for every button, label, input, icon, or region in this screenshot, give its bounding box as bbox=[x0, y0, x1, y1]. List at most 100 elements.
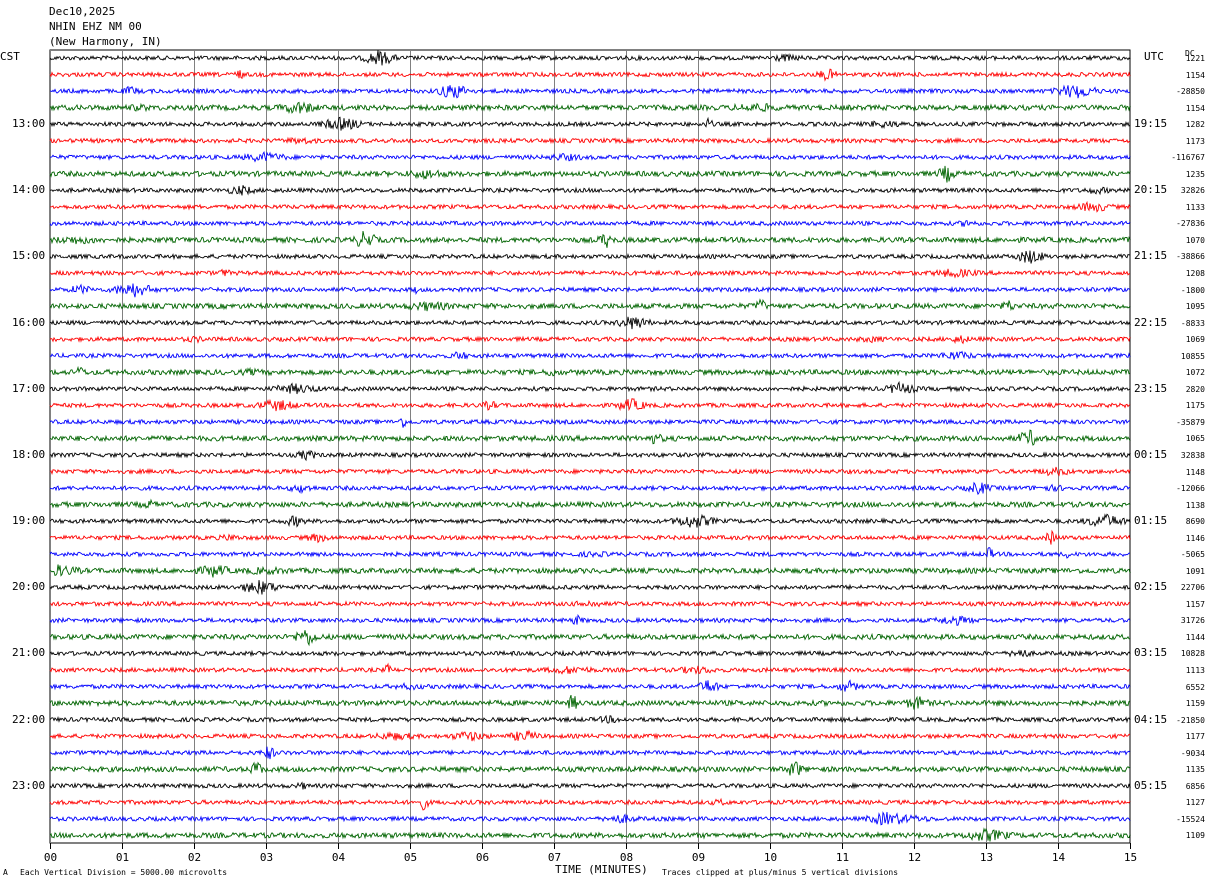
trace-38 bbox=[49, 662, 1131, 675]
x-tick-label-06: 06 bbox=[476, 851, 489, 864]
x-tick-label-09: 09 bbox=[692, 851, 705, 864]
dc-offset-label: 1173 bbox=[1185, 136, 1205, 146]
trace-21 bbox=[49, 380, 1131, 395]
left-hour-label: 15:00 bbox=[12, 249, 46, 263]
trace-3 bbox=[50, 84, 1131, 99]
trace-8 bbox=[49, 165, 1131, 183]
dc-offset-label: 1095 bbox=[1185, 302, 1205, 312]
corner-mark: A bbox=[3, 868, 8, 877]
dc-offset-label: 1133 bbox=[1185, 202, 1205, 212]
dc-offset-label: 1157 bbox=[1185, 599, 1205, 609]
trace-22 bbox=[49, 398, 1131, 412]
trace-2 bbox=[49, 68, 1131, 82]
dc-offset-label: 1177 bbox=[1185, 732, 1205, 742]
right-hour-label: 00:15 bbox=[1134, 447, 1168, 461]
dc-offset-label: 1235 bbox=[1185, 169, 1205, 179]
x-tick-label-10: 10 bbox=[764, 851, 777, 864]
right-hour-label: 03:15 bbox=[1134, 646, 1168, 660]
trace-18 bbox=[49, 335, 1131, 345]
trace-42 bbox=[49, 729, 1131, 742]
chart-location: (New Harmony, IN) bbox=[49, 35, 162, 48]
right-hour-label: 19:15 bbox=[1134, 117, 1168, 131]
right-hour-label: 21:15 bbox=[1134, 249, 1168, 263]
left-hour-label: 17:00 bbox=[12, 381, 46, 395]
left-hour-label: 21:00 bbox=[12, 646, 46, 660]
left-hour-label: 13:00 bbox=[12, 117, 46, 131]
dc-offset-label: 1072 bbox=[1185, 368, 1205, 378]
left-hour-label: 16:00 bbox=[12, 315, 46, 329]
dc-offset-header: DC bbox=[1185, 49, 1195, 58]
x-tick-label-14: 14 bbox=[1052, 851, 1066, 864]
trace-29 bbox=[49, 513, 1131, 528]
clip-note: Traces clipped at plus/minus 5 vertical … bbox=[662, 868, 899, 877]
trace-39 bbox=[49, 679, 1131, 692]
trace-13 bbox=[49, 250, 1131, 264]
dc-offset-label: 1221 bbox=[1185, 54, 1205, 63]
trace-30 bbox=[49, 529, 1131, 545]
trace-34 bbox=[50, 599, 1131, 608]
x-tick-label-03: 03 bbox=[260, 851, 273, 864]
trace-6 bbox=[49, 136, 1131, 145]
left-hour-label: 19:00 bbox=[12, 514, 46, 528]
dc-offset-label: -21850 bbox=[1176, 715, 1205, 725]
trace-48 bbox=[49, 827, 1131, 842]
chart-date: Dec10,2025 bbox=[49, 5, 116, 18]
trace-4 bbox=[49, 101, 1131, 115]
chart-station: NHIN EHZ NM 00 bbox=[49, 20, 142, 33]
trace-7 bbox=[50, 151, 1131, 163]
trace-27 bbox=[49, 481, 1130, 496]
trace-1 bbox=[49, 50, 1131, 66]
x-tick-label-15: 15 bbox=[1124, 851, 1137, 864]
x-tick-label-12: 12 bbox=[908, 851, 921, 864]
trace-5 bbox=[49, 116, 1131, 131]
x-tick-label-01: 01 bbox=[116, 851, 129, 864]
trace-45 bbox=[49, 781, 1131, 790]
dc-offset-label: -35879 bbox=[1176, 417, 1205, 427]
x-tick-label-13: 13 bbox=[980, 851, 993, 864]
dc-offset-label: 1070 bbox=[1185, 235, 1205, 245]
trace-11 bbox=[49, 219, 1131, 228]
dc-offset-label: 1138 bbox=[1185, 500, 1205, 510]
dc-offset-label: -15524 bbox=[1176, 814, 1205, 824]
trace-41 bbox=[49, 714, 1131, 724]
trace-31 bbox=[49, 547, 1131, 559]
dc-offset-label: 8690 bbox=[1185, 517, 1205, 527]
dc-offset-label: 1135 bbox=[1185, 765, 1205, 775]
trace-33 bbox=[49, 580, 1131, 595]
dc-offset-label: 1146 bbox=[1185, 533, 1205, 543]
left-timezone-label: CST bbox=[0, 50, 20, 63]
dc-offset-label: -28850 bbox=[1176, 87, 1205, 97]
left-hour-label: 23:00 bbox=[12, 778, 46, 792]
dc-offset-label: -12066 bbox=[1176, 484, 1205, 494]
dc-offset-label: -8833 bbox=[1180, 318, 1205, 328]
dc-offset-label: -38866 bbox=[1176, 252, 1205, 262]
right-hour-label: 23:15 bbox=[1134, 381, 1168, 395]
dc-offset-label: 1148 bbox=[1185, 467, 1205, 477]
dc-offset-label: 1208 bbox=[1185, 269, 1205, 279]
dc-offset-label: 1069 bbox=[1185, 335, 1205, 345]
x-tick-label-00: 00 bbox=[44, 851, 57, 864]
dc-offset-label: -27836 bbox=[1176, 219, 1205, 229]
right-hour-label: 01:15 bbox=[1134, 514, 1168, 528]
trace-46 bbox=[49, 797, 1131, 811]
trace-10 bbox=[49, 200, 1131, 213]
trace-24 bbox=[49, 429, 1131, 446]
dc-offset-label: -116767 bbox=[1171, 153, 1205, 163]
x-axis-title: TIME (MINUTES) bbox=[555, 863, 648, 876]
dc-offset-label: 6552 bbox=[1185, 682, 1205, 692]
dc-offset-label: 10855 bbox=[1180, 351, 1205, 361]
time-axis: 00 01 02 03 04 05 06 07 08 09 10 11 12 13 14 15 bbox=[44, 843, 1137, 864]
trace-16 bbox=[49, 298, 1131, 312]
dc-offset-label: 22706 bbox=[1180, 583, 1205, 593]
right-timezone-label: UTC bbox=[1144, 50, 1164, 63]
trace-26 bbox=[49, 466, 1131, 477]
dc-offset-label: 1154 bbox=[1185, 70, 1205, 80]
scale-note: Each Vertical Division = 5000.00 microvo… bbox=[20, 868, 228, 877]
right-hour-label: 22:15 bbox=[1134, 315, 1168, 329]
dc-offset-label: 1065 bbox=[1185, 434, 1205, 444]
trace-19 bbox=[49, 350, 1131, 360]
left-hour-label: 18:00 bbox=[12, 447, 46, 461]
x-tick-label-11: 11 bbox=[836, 851, 849, 864]
minute-grid bbox=[49, 49, 1131, 844]
